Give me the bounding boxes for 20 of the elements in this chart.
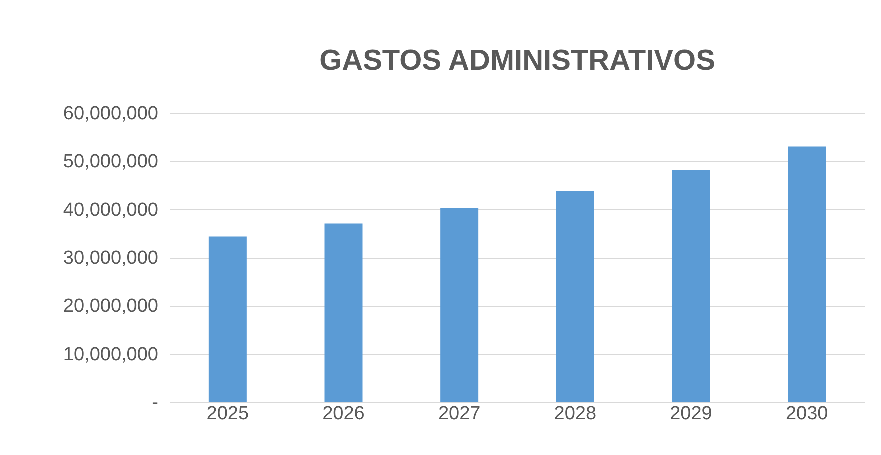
bar [208,236,247,402]
bar [556,191,594,402]
chart-title: GASTOS ADMINISTRATIVOS [320,45,716,77]
x-tick-label: 2028 [554,404,597,424]
x-tick-label: 2030 [786,404,828,424]
bar [672,170,710,402]
y-tick-label: 40,000,000 [63,200,158,221]
y-tick-label: 50,000,000 [63,152,158,173]
y-tick-label: 10,000,000 [63,344,158,366]
x-tick-label: 2027 [438,404,481,424]
bar [788,146,826,402]
bar [324,224,363,402]
y-tick-label: 60,000,000 [63,104,158,124]
y-tick-label: 30,000,000 [63,248,158,269]
y-tick-label: 20,000,000 [63,296,158,318]
x-tick-label: 2029 [670,404,712,424]
y-tick-label: - [152,392,158,414]
x-tick-label: 2026 [322,404,365,424]
x-tick-label: 2025 [206,404,250,424]
bar [440,208,479,402]
